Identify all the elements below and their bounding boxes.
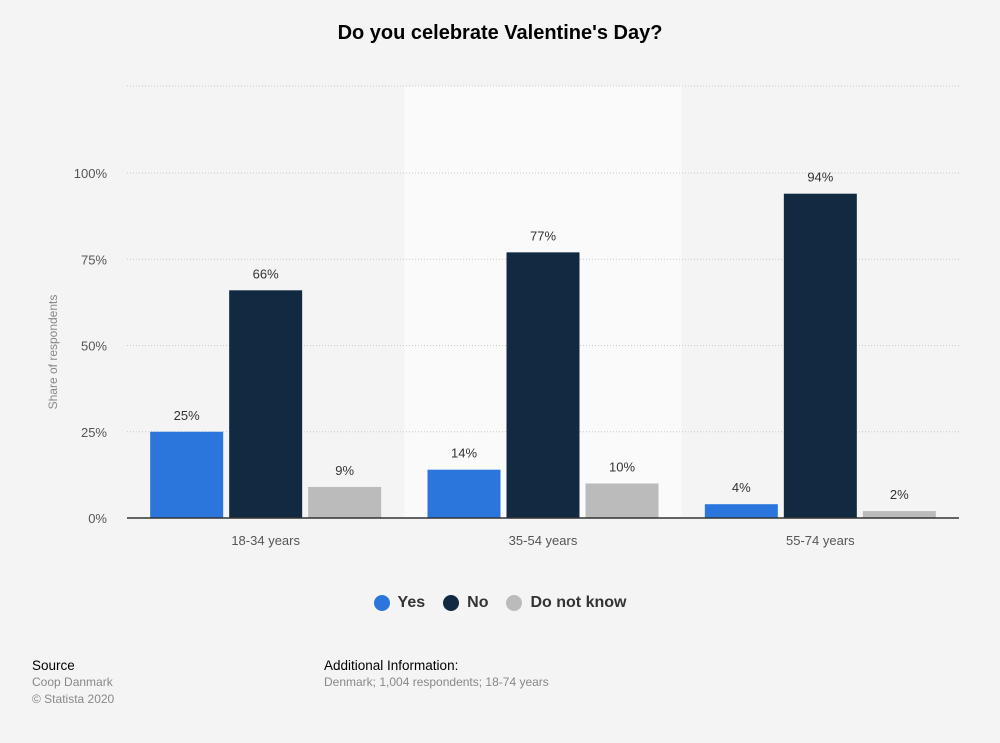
chart-legend: Yes No Do not know — [0, 594, 1000, 612]
bar-yes — [427, 469, 501, 518]
legend-label-no: No — [467, 594, 489, 611]
bar-no — [783, 193, 857, 518]
legend-dot-do-not-know — [506, 595, 523, 611]
legend-item-no[interactable]: No — [443, 594, 488, 612]
legend-label-yes: Yes — [397, 594, 426, 611]
y-axis-label: Share of respondents — [46, 295, 60, 410]
y-tick-label: 0% — [88, 511, 107, 526]
legend-label-do-not-know: Do not know — [530, 594, 627, 611]
additional-info-heading: Additional Information: — [324, 658, 459, 673]
data-label: 9% — [335, 463, 354, 478]
legend-dot-no — [443, 595, 460, 611]
bar-do-not-know — [862, 511, 936, 518]
data-label: 66% — [253, 266, 279, 281]
bar-do-not-know — [308, 486, 382, 518]
data-label: 94% — [807, 170, 833, 185]
source-block: Source Coop Danmark © Statista 2020 — [32, 657, 114, 708]
data-label: 2% — [890, 487, 909, 502]
y-tick-label: 25% — [81, 425, 107, 440]
data-label: 14% — [451, 446, 477, 461]
legend-dot-yes — [373, 595, 390, 611]
additional-info-block: Additional Information: Denmark; 1,004 r… — [324, 657, 549, 691]
data-label: 77% — [530, 228, 556, 243]
copyright: © Statista 2020 — [32, 692, 115, 706]
data-label: 10% — [609, 460, 635, 475]
bar-yes — [150, 431, 224, 518]
bar-chart: 0% 25% 50% 75% 100% Share of respondents 25% 66… — [46, 85, 959, 548]
additional-info-text: Denmark; 1,004 respondents; 18-74 years — [324, 675, 549, 689]
legend-item-do-not-know[interactable]: Do not know — [506, 594, 626, 612]
x-tick-label: 35-54 years — [509, 533, 578, 548]
source-heading: Source — [32, 658, 75, 673]
bar-do-not-know — [585, 483, 659, 518]
bar-no — [229, 290, 303, 518]
y-tick-label: 75% — [81, 252, 107, 267]
bar-yes — [704, 504, 778, 518]
source-name[interactable]: Coop Danmark — [32, 675, 113, 689]
y-tick-label: 100% — [74, 166, 108, 181]
x-tick-label: 55-74 years — [786, 533, 855, 548]
data-label: 25% — [174, 408, 200, 423]
bar-no — [506, 252, 580, 518]
y-tick-label: 50% — [81, 339, 107, 354]
data-label: 4% — [732, 480, 751, 495]
x-tick-label: 18-34 years — [231, 533, 300, 548]
chart-title: Do you celebrate Valentine's Day? — [337, 22, 663, 44]
legend-item-yes[interactable]: Yes — [373, 594, 426, 612]
